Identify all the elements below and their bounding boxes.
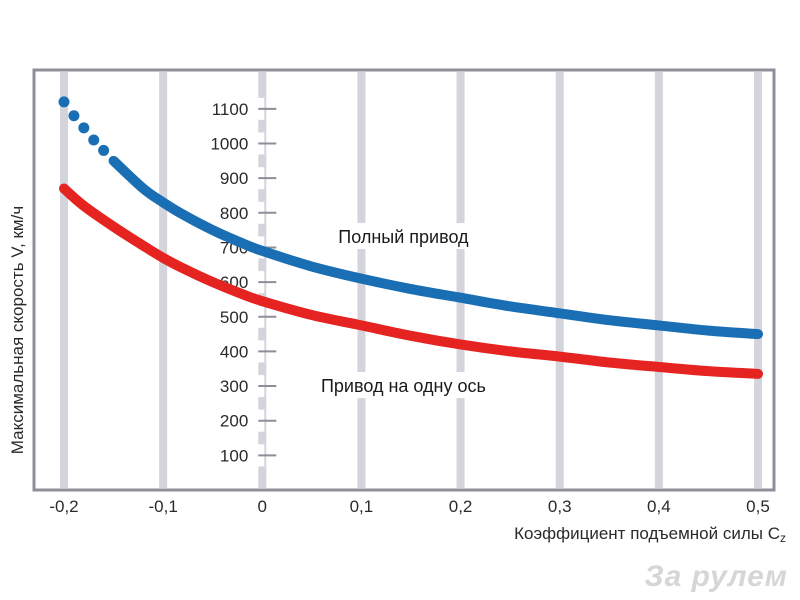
y-axis-label: Максимальная скорость V, км/ч: [8, 205, 27, 455]
y-tick-label-4: 500: [220, 308, 248, 327]
y-tick-label-7: 800: [220, 204, 248, 223]
y-tick-bg-7: [208, 201, 265, 224]
x-tick-label-5: 0,3: [548, 497, 572, 516]
annotations: Полный привод Привод на одну ось: [305, 223, 502, 399]
x-axis-label: Коэффициент подъемной силы Cz: [514, 524, 786, 545]
grid-line-x-1: [159, 72, 168, 488]
series-0-dot-1: [68, 110, 80, 122]
grid-line-x-0: [60, 72, 68, 488]
grid-line-x-7: [754, 72, 762, 488]
y-tick-bg-0: [208, 444, 265, 467]
x-axis-label-text: Коэффициент подъемной силы C: [514, 524, 780, 543]
x-tick-label-7: 0,5: [746, 497, 770, 516]
y-tick-label-2: 300: [220, 377, 248, 396]
grid-line-x-5: [555, 72, 564, 488]
series-0-dot-4: [98, 144, 110, 156]
grid-line-x-6: [654, 72, 663, 488]
annotation-label-0: Полный привод: [338, 227, 469, 247]
series-line-1: [59, 183, 763, 379]
y-tick-bg-10: [208, 97, 265, 120]
y-tick-bg-4: [208, 305, 265, 328]
y-tick-label-1: 200: [220, 412, 248, 431]
y-tick-label-10: 1100: [212, 100, 249, 119]
x-tick-label-2: 0: [258, 497, 267, 516]
plot-frame: [32, 68, 776, 492]
annotation-bg-0: [330, 223, 477, 250]
watermark-logo: За рулем: [644, 560, 788, 593]
series-lines: [58, 96, 763, 379]
grid-lines: [60, 72, 762, 488]
x-tick-label-1: -0,1: [148, 497, 177, 516]
series-0-dot-3: [88, 134, 100, 146]
annotation-bg-1: [305, 372, 502, 399]
x-tick-labels: -0,2 -0,1 0 0,1 0,2 0,3 0,4 0,5: [49, 497, 769, 516]
x-tick-label-6: 0,4: [647, 497, 671, 516]
y-tick-label-9: 1000: [210, 135, 248, 154]
series-0-dot-0: [58, 96, 70, 108]
y-tick-label-3: 400: [220, 342, 248, 361]
y-tick-bg-2: [208, 375, 265, 398]
y-tick-bg-3: [208, 340, 265, 363]
x-axis-label-subscript: z: [780, 531, 786, 545]
annotation-label-1: Привод на одну ось: [321, 376, 486, 396]
grid-line-x-4: [456, 72, 465, 488]
x-tick-label-4: 0,2: [449, 497, 473, 516]
y-tick-label-0: 100: [220, 446, 248, 465]
series-0-dot-2: [78, 122, 90, 134]
series-line-0: [108, 155, 763, 340]
x-tick-label-3: 0,1: [350, 497, 374, 516]
y-tick-label-8: 900: [220, 169, 248, 188]
y-tick-bg-8: [208, 167, 265, 190]
y-tick-bg-1: [208, 409, 265, 432]
x-tick-label-0: -0,2: [49, 497, 78, 516]
y-tick-bg-9: [208, 132, 265, 155]
